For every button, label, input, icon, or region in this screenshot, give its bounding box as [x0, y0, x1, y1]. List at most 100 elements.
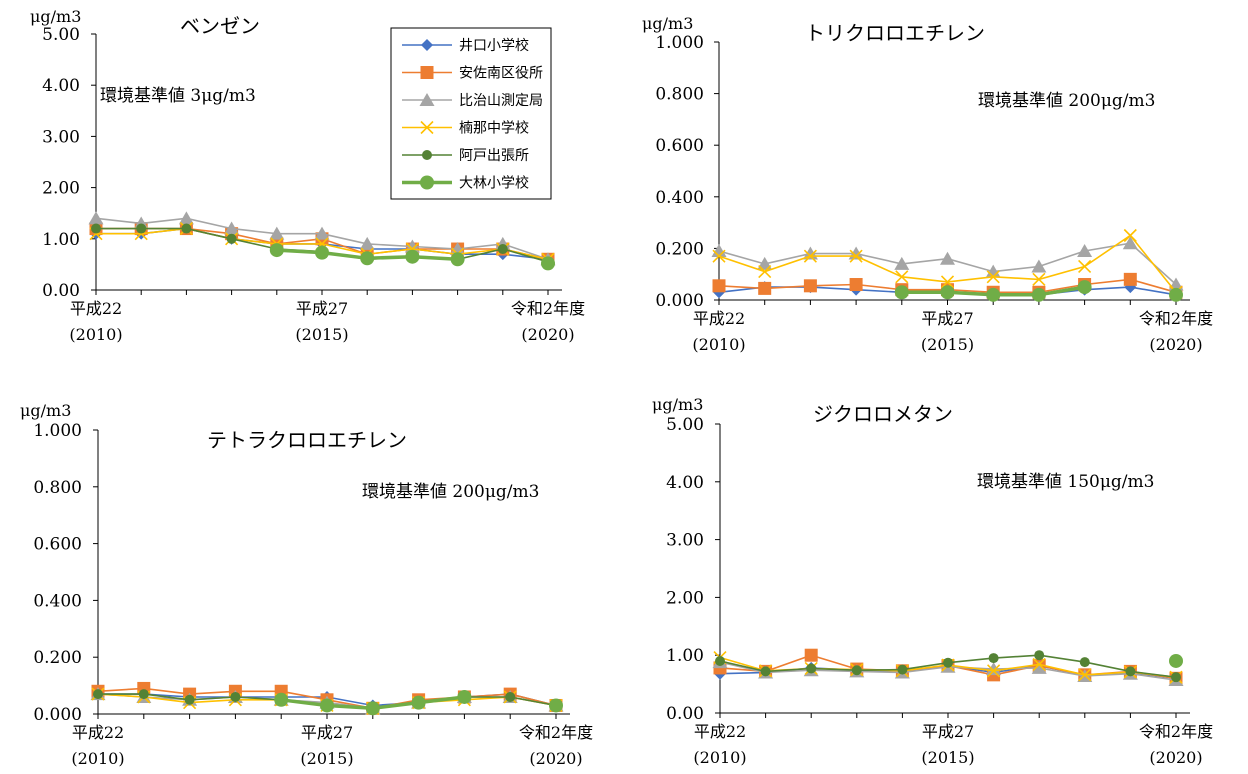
legend-marker: [420, 120, 434, 135]
x-tick-label: 平成27: [301, 723, 353, 742]
data-point: [1031, 259, 1047, 273]
legend-item: 比治山測定局: [402, 93, 543, 109]
data-point: [1032, 657, 1046, 672]
data-point: [315, 245, 329, 260]
legend-item: 楠那中学校: [402, 120, 529, 137]
y-tick-label: 4.00: [42, 76, 80, 96]
data-point: [224, 221, 240, 235]
x-tick-label: 令和2年度: [519, 723, 593, 742]
y-tick-label: 0.200: [33, 648, 82, 668]
data-point: [985, 264, 1001, 278]
y-tick-label: 0.400: [655, 188, 704, 208]
standard-note: 環境基準値 200μg/m3: [978, 91, 1155, 111]
data-point: [269, 226, 285, 240]
data-point: [804, 648, 818, 662]
y-tick-label: 0.200: [655, 239, 704, 259]
legend-label: 比治山測定局: [459, 93, 543, 109]
x-tick-label: (2015): [295, 325, 348, 344]
data-point: [894, 256, 910, 270]
legend-marker: [420, 175, 434, 190]
y-tick-label: 3.00: [666, 531, 704, 551]
data-point: [1125, 666, 1136, 677]
data-point: [940, 251, 955, 265]
series-bigcircle: [274, 689, 563, 716]
data-point: [851, 665, 862, 676]
x-tick-label: (2015): [300, 749, 353, 768]
data-point: [230, 691, 241, 702]
y-tick-label: 0.000: [33, 705, 82, 725]
legend-marker: [422, 150, 432, 160]
x-tick-label: 平成22: [694, 722, 746, 741]
legend-marker: [420, 66, 434, 79]
x-tick-label: (2015): [921, 335, 974, 354]
data-point: [178, 211, 194, 225]
data-point: [450, 242, 466, 256]
x-tick-label: (2010): [71, 749, 124, 768]
chart-dichloromethane: 0.00 1.00 2.00 3.00 4.00 5.00 平成22 (2010) 平成27 (2…: [652, 395, 1213, 767]
y-tick-label: 0.600: [33, 535, 82, 555]
data-point: [1077, 243, 1093, 257]
data-point: [1123, 272, 1137, 286]
data-point: [405, 249, 420, 264]
data-point: [849, 278, 863, 292]
y-tick-label: 0.800: [33, 478, 82, 498]
series-circle: [715, 650, 1181, 683]
y-tick-label: 0.400: [33, 591, 82, 611]
data-point: [1034, 650, 1045, 661]
data-point: [269, 243, 284, 258]
x-tick-label: (2020): [521, 325, 574, 344]
data-point: [986, 287, 1001, 302]
legend-label: 阿戸出張所: [459, 148, 529, 164]
x-tick-label: (2010): [69, 325, 122, 344]
data-point: [758, 265, 772, 279]
x-tick-label: 令和2年度: [1139, 309, 1213, 328]
data-point: [1031, 287, 1046, 302]
data-point: [1169, 653, 1183, 668]
data-point: [849, 249, 863, 263]
y-tick-label: 0.000: [655, 291, 704, 311]
x-tick-label: 平成27: [921, 309, 973, 328]
chart-title: テトラクロロエチレン: [207, 428, 407, 452]
data-point: [895, 270, 909, 284]
data-point: [1032, 272, 1046, 286]
chart-tetrachloroethylene: 0.000 0.200 0.400 0.600 0.800 1.000 平成22 (2010)…: [20, 401, 593, 768]
x-tick-label: (2015): [921, 748, 974, 767]
legend-marker: [419, 93, 435, 106]
data-point: [894, 285, 909, 300]
data-point: [1169, 287, 1183, 302]
data-point: [940, 275, 955, 289]
data-point: [181, 223, 192, 234]
data-point: [940, 285, 955, 300]
data-point: [803, 249, 817, 263]
data-point: [91, 223, 101, 234]
data-point: [987, 664, 1001, 678]
series-bigcircle: [894, 280, 1183, 302]
standard-note: 環境基準値 3μg/m3: [100, 86, 256, 106]
data-point: [715, 655, 725, 666]
legend-item: 安佐南区役所: [402, 66, 543, 82]
data-point: [541, 256, 555, 271]
y-tick-label: 0.00: [42, 281, 80, 301]
data-point: [1077, 280, 1092, 295]
data-point: [497, 244, 508, 255]
legend-label: 井口小学校: [459, 37, 529, 54]
data-point: [1078, 259, 1092, 274]
y-tick-label: 1.000: [33, 421, 82, 441]
data-point: [549, 698, 563, 713]
data-point: [184, 694, 195, 705]
y-tick-label: 0.600: [655, 136, 704, 156]
x-tick-label: 平成27: [922, 722, 974, 741]
x-tick-label: 令和2年度: [511, 299, 585, 318]
data-point: [943, 657, 953, 668]
data-point: [88, 211, 104, 225]
y-tick-label: 2.00: [42, 179, 80, 199]
data-point: [986, 662, 1002, 676]
data-point: [711, 243, 727, 257]
data-point: [897, 664, 908, 675]
x-tick-label: (2010): [693, 748, 746, 767]
x-tick-label: (2020): [1149, 335, 1202, 354]
data-point: [1079, 657, 1090, 668]
data-point: [806, 663, 817, 674]
